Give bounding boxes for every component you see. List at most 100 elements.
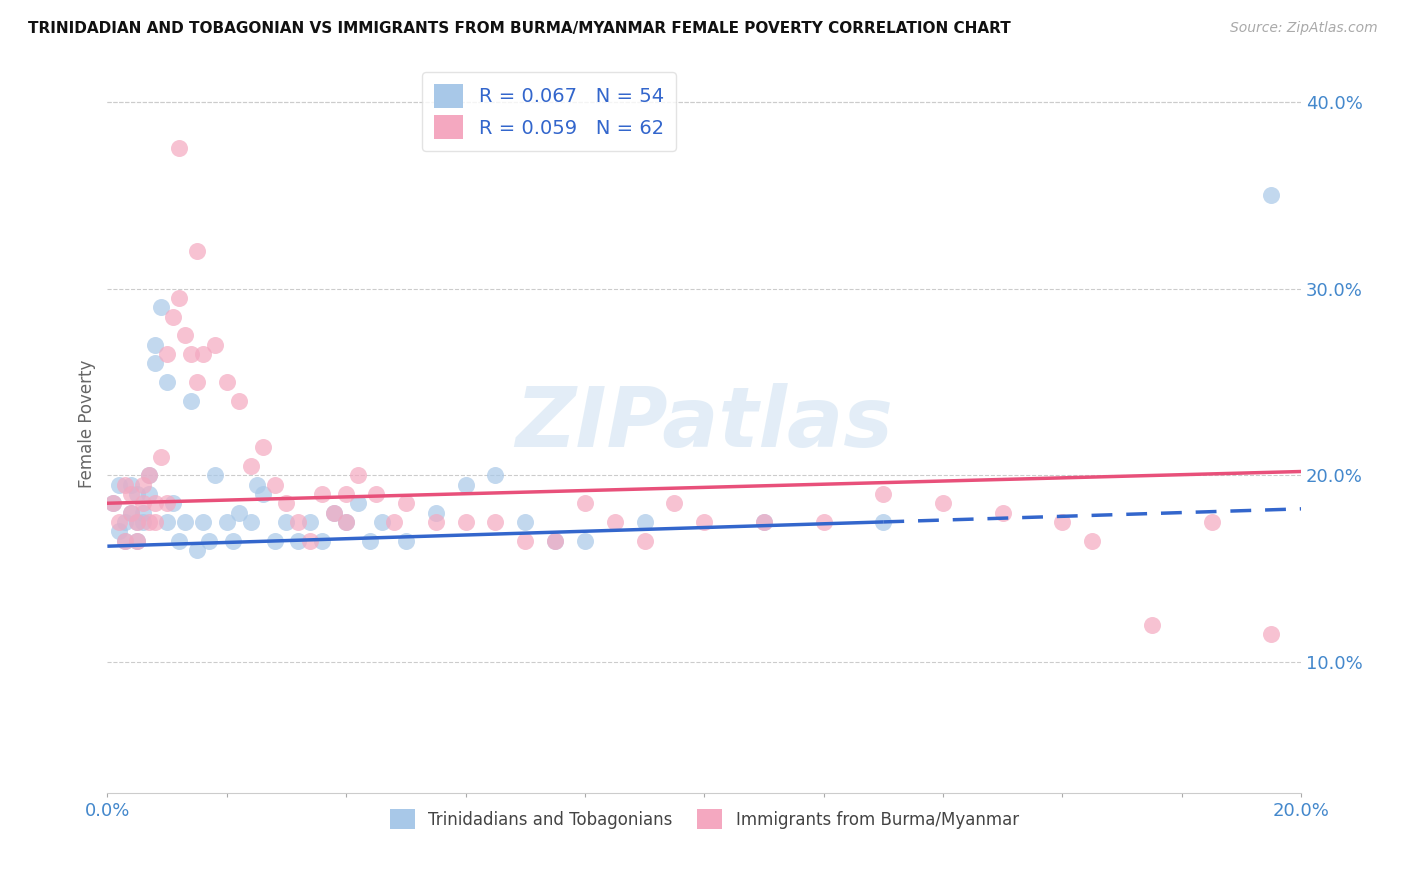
Point xyxy=(127,515,149,529)
Point xyxy=(335,515,357,529)
Text: Source: ZipAtlas.com: Source: ZipAtlas.com xyxy=(1230,21,1378,35)
Point xyxy=(150,450,173,464)
Point xyxy=(239,458,262,473)
Point xyxy=(186,543,208,558)
Point xyxy=(347,496,370,510)
Point xyxy=(425,515,447,529)
Point xyxy=(186,375,208,389)
Point xyxy=(395,496,418,510)
Point xyxy=(143,356,166,370)
Point xyxy=(239,515,262,529)
Point xyxy=(544,533,567,548)
Point xyxy=(872,487,894,501)
Point xyxy=(150,300,173,314)
Point xyxy=(574,496,596,510)
Point xyxy=(138,468,160,483)
Point xyxy=(287,533,309,548)
Y-axis label: Female Poverty: Female Poverty xyxy=(79,359,96,488)
Point xyxy=(633,515,655,529)
Point xyxy=(382,515,405,529)
Point xyxy=(138,468,160,483)
Point xyxy=(167,533,190,548)
Point xyxy=(484,468,506,483)
Point xyxy=(143,515,166,529)
Point xyxy=(252,487,274,501)
Point xyxy=(323,506,346,520)
Point xyxy=(215,375,238,389)
Point xyxy=(1140,617,1163,632)
Point xyxy=(114,533,136,548)
Point xyxy=(174,515,197,529)
Point xyxy=(204,337,226,351)
Point xyxy=(246,477,269,491)
Point xyxy=(138,487,160,501)
Point xyxy=(156,347,179,361)
Point xyxy=(198,533,221,548)
Point xyxy=(299,533,322,548)
Point xyxy=(1260,188,1282,202)
Point xyxy=(335,487,357,501)
Point xyxy=(120,487,142,501)
Point xyxy=(162,310,184,324)
Point xyxy=(186,244,208,259)
Point xyxy=(156,515,179,529)
Point xyxy=(664,496,686,510)
Point xyxy=(114,533,136,548)
Point xyxy=(132,506,155,520)
Point xyxy=(311,487,333,501)
Point xyxy=(364,487,387,501)
Point xyxy=(108,515,131,529)
Point xyxy=(484,515,506,529)
Point xyxy=(544,533,567,548)
Point xyxy=(162,496,184,510)
Point xyxy=(276,515,298,529)
Point xyxy=(991,506,1014,520)
Point xyxy=(204,468,226,483)
Point xyxy=(263,533,285,548)
Point xyxy=(287,515,309,529)
Point xyxy=(127,487,149,501)
Legend: Trinidadians and Tobagonians, Immigrants from Burma/Myanmar: Trinidadians and Tobagonians, Immigrants… xyxy=(382,802,1025,836)
Point xyxy=(1201,515,1223,529)
Point xyxy=(120,477,142,491)
Point xyxy=(191,515,214,529)
Point xyxy=(138,515,160,529)
Point xyxy=(633,533,655,548)
Point xyxy=(454,477,477,491)
Point xyxy=(143,337,166,351)
Point xyxy=(252,440,274,454)
Point xyxy=(371,515,394,529)
Point xyxy=(156,496,179,510)
Point xyxy=(299,515,322,529)
Point xyxy=(127,515,149,529)
Point xyxy=(1081,533,1104,548)
Point xyxy=(132,496,155,510)
Point xyxy=(752,515,775,529)
Point xyxy=(395,533,418,548)
Point xyxy=(603,515,626,529)
Point xyxy=(108,477,131,491)
Point xyxy=(311,533,333,548)
Point xyxy=(167,141,190,155)
Point xyxy=(932,496,955,510)
Point xyxy=(114,515,136,529)
Text: TRINIDADIAN AND TOBAGONIAN VS IMMIGRANTS FROM BURMA/MYANMAR FEMALE POVERTY CORRE: TRINIDADIAN AND TOBAGONIAN VS IMMIGRANTS… xyxy=(28,21,1011,36)
Point xyxy=(103,496,125,510)
Point xyxy=(263,477,285,491)
Point xyxy=(114,477,136,491)
Point xyxy=(215,515,238,529)
Point xyxy=(574,533,596,548)
Point xyxy=(120,506,142,520)
Point xyxy=(143,496,166,510)
Point xyxy=(132,477,155,491)
Point xyxy=(359,533,381,548)
Point xyxy=(103,496,125,510)
Point xyxy=(180,393,202,408)
Point xyxy=(222,533,245,548)
Point xyxy=(180,347,202,361)
Point xyxy=(191,347,214,361)
Point xyxy=(167,291,190,305)
Point xyxy=(515,533,537,548)
Point xyxy=(228,506,250,520)
Point xyxy=(228,393,250,408)
